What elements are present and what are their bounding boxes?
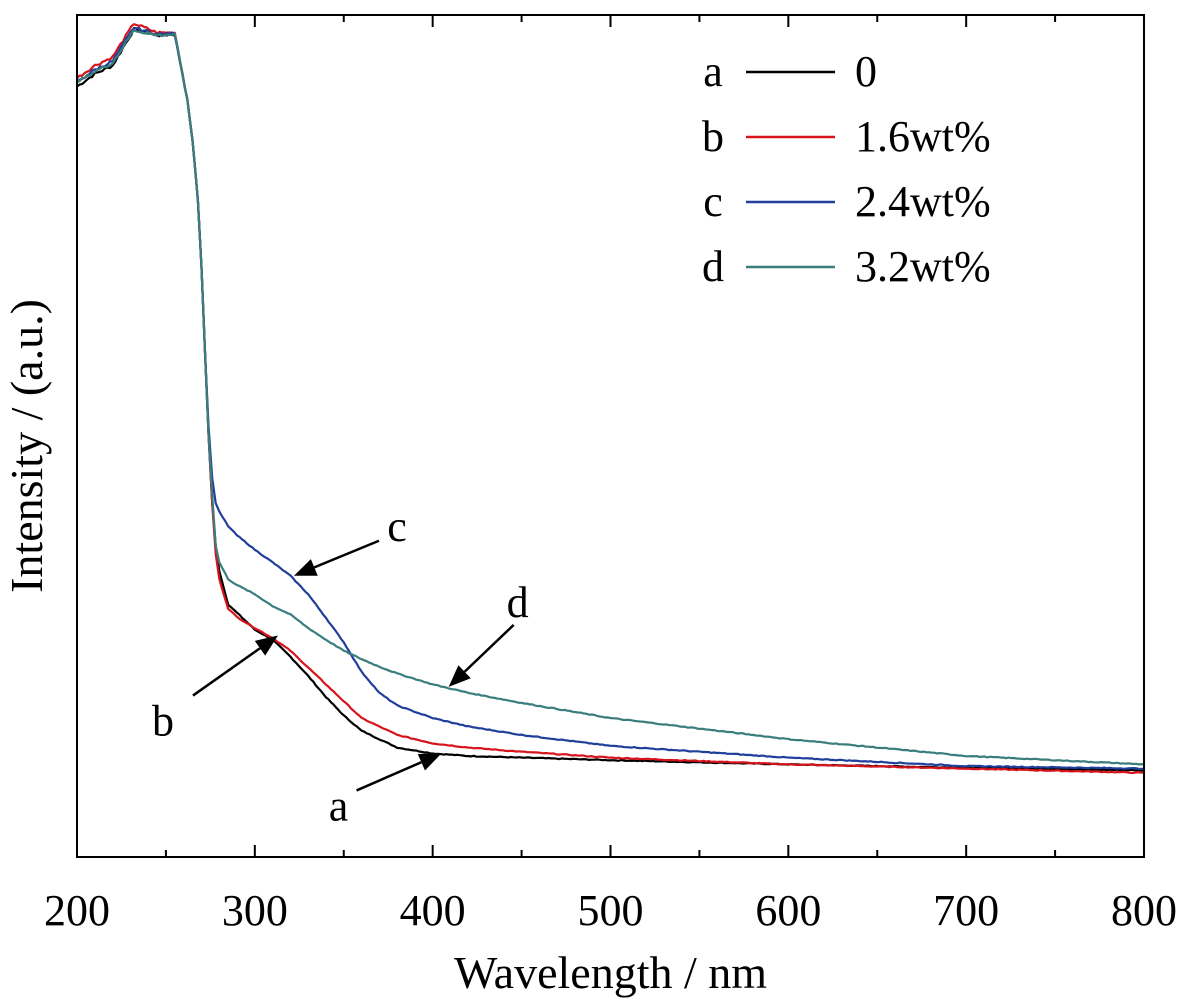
- x-tick-label: 800: [1111, 886, 1177, 935]
- annotation-arrowhead-d: [448, 665, 471, 687]
- series-line-d: [76, 29, 1145, 766]
- x-tick-label: 500: [578, 886, 644, 935]
- y-axis-title: Intensity / (a.u.): [1, 299, 52, 593]
- annotation-arrowhead-a: [417, 753, 442, 771]
- tick-layer: 200 300 400 500 600 700 800: [44, 15, 1177, 935]
- legend-series-name: 3.2wt%: [855, 242, 991, 291]
- series-layer: [76, 23, 1145, 775]
- x-tick-label: 200: [44, 886, 110, 935]
- annotation-label-c: c: [387, 502, 407, 551]
- legend-letter: c: [703, 177, 723, 226]
- legend-series-name: 1.6wt%: [855, 112, 991, 161]
- annotation-arrowhead-c: [293, 559, 318, 576]
- annotation-label-b: b: [152, 697, 174, 746]
- x-tick-label: 300: [222, 886, 288, 935]
- series-line-b: [76, 23, 1145, 775]
- legend-letter: b: [702, 112, 724, 161]
- legend-series-name: 0: [855, 47, 877, 96]
- annotation-arrow-c: [313, 539, 380, 569]
- annotation-arrow-a: [356, 761, 422, 792]
- x-tick-label: 400: [400, 886, 466, 935]
- legend-series-name: 2.4wt%: [855, 177, 991, 226]
- legend-letter: d: [702, 242, 724, 291]
- x-tick-label: 700: [933, 886, 999, 935]
- series-line-c: [76, 26, 1145, 771]
- series-line-a: [76, 26, 1145, 772]
- annotation-label-d: d: [507, 578, 529, 627]
- legend-letter: a: [703, 47, 723, 96]
- annotation-layer: a b c d: [152, 502, 529, 831]
- legend: a 0 b 1.6wt% c 2.4wt% d 3.2wt%: [702, 47, 991, 291]
- annotation-arrow-d: [463, 624, 515, 673]
- annotation-arrow-b: [192, 647, 261, 697]
- x-axis-title: Wavelength / nm: [454, 947, 767, 998]
- annotation-arrowhead-b: [254, 635, 278, 656]
- x-tick-label: 600: [755, 886, 821, 935]
- annotation-label-a: a: [329, 781, 349, 830]
